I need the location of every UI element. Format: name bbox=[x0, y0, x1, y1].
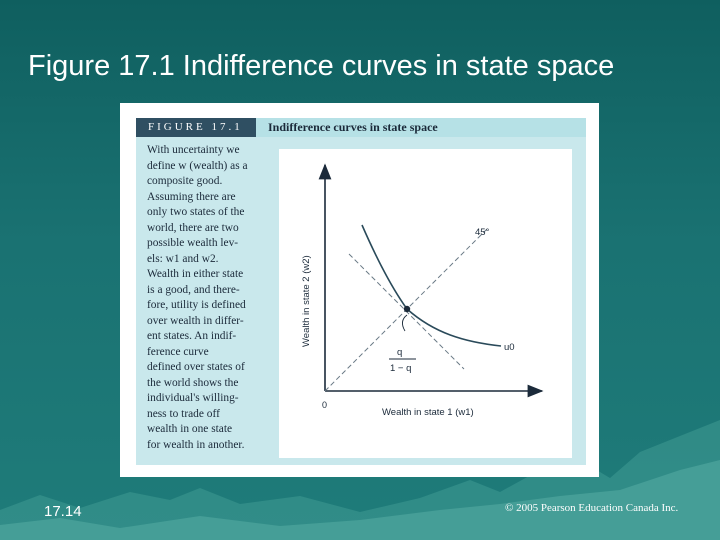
slide-title: Figure 17.1 Indifference curves in state… bbox=[28, 50, 615, 82]
tangency-point bbox=[403, 305, 411, 313]
slope-denominator: 1 − q bbox=[390, 363, 411, 374]
line-label: 45° bbox=[475, 227, 490, 238]
caption-line: Assuming there are bbox=[147, 190, 236, 203]
caption-line: wealth in one state bbox=[147, 423, 233, 435]
caption-line: the world shows the bbox=[147, 376, 239, 389]
caption-line: individual's willing- bbox=[147, 392, 239, 404]
caption-line: is a good, and there- bbox=[147, 283, 240, 296]
caption-line: fore, utility is defined bbox=[147, 299, 246, 311]
figure-label: FIGURE 17.1 bbox=[136, 118, 256, 137]
figure-title: Indifference curves in state space bbox=[268, 120, 438, 134]
x-axis-label: Wealth in state 1 (w1) bbox=[382, 407, 474, 418]
y-axis-label: Wealth in state 2 (w2) bbox=[301, 255, 312, 347]
caption-line: ent states. An indif- bbox=[147, 330, 237, 342]
caption-line: Wealth in either state bbox=[147, 268, 244, 280]
copyright-notice: © 2005 Pearson Education Canada Inc. bbox=[505, 502, 679, 514]
caption-line: possible wealth lev- bbox=[147, 237, 239, 249]
slide-number: 17.14 bbox=[44, 503, 82, 520]
origin-label: 0 bbox=[322, 400, 327, 410]
caption-line: over wealth in differ- bbox=[147, 314, 244, 327]
caption-line: define w (wealth) as a bbox=[147, 159, 248, 172]
figure-header: FIGURE 17.1 Indifference curves in state… bbox=[136, 118, 586, 137]
figure-caption: With uncertainty we define w (wealth) as… bbox=[147, 143, 277, 453]
caption-line: els: w1 and w2. bbox=[147, 252, 219, 265]
caption-line: defined over states of bbox=[147, 361, 245, 373]
caption-line: composite good. bbox=[147, 175, 223, 187]
slope-numerator: q bbox=[397, 347, 402, 358]
indifference-diagram: Wealth in state 1 (w1) Wealth in state 2… bbox=[301, 163, 544, 418]
caption-line: world, there are two bbox=[147, 221, 239, 234]
caption-line: With uncertainty we bbox=[147, 144, 240, 156]
caption-line: for wealth in another. bbox=[147, 438, 245, 451]
caption-line: only two states of the bbox=[147, 206, 245, 218]
mountain-decoration bbox=[0, 420, 720, 540]
caption-line: ference curve bbox=[147, 345, 209, 358]
curve-label: u0 bbox=[504, 342, 515, 353]
slope-pointer bbox=[402, 314, 408, 332]
indifference-curve bbox=[361, 224, 502, 347]
caption-line: ness to trade off bbox=[147, 407, 220, 420]
diagram-panel bbox=[279, 149, 572, 458]
